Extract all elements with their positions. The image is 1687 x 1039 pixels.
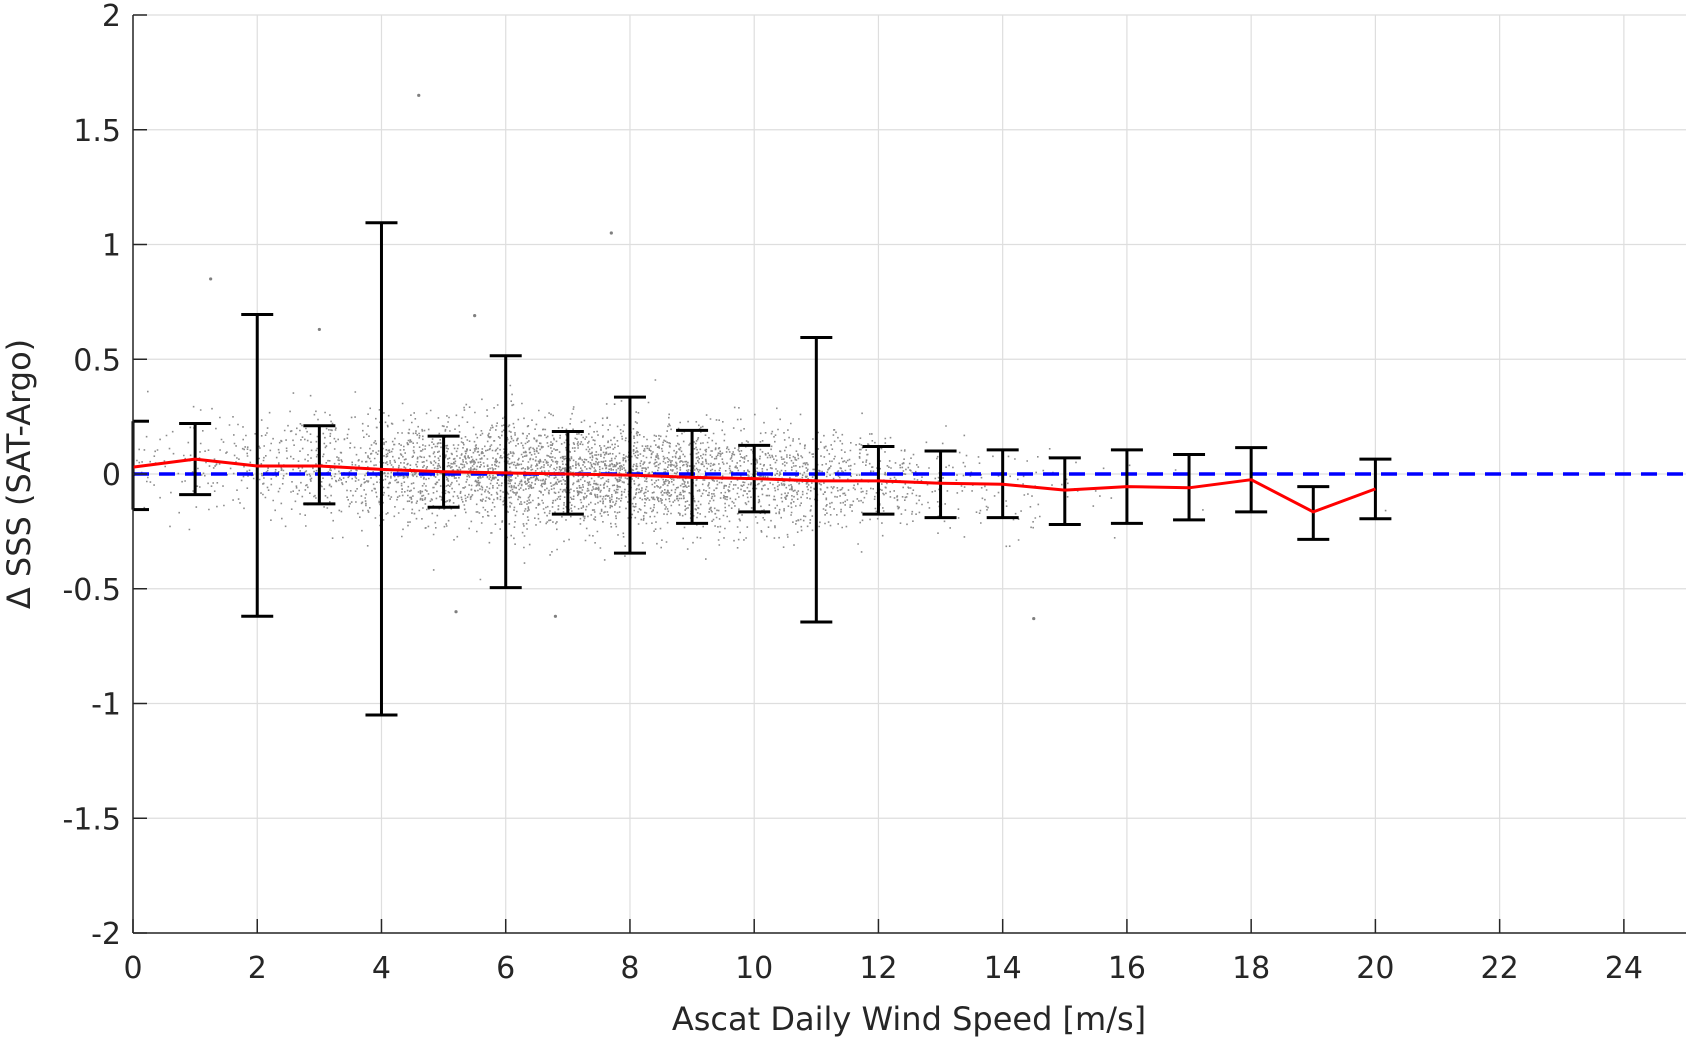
scatter-point [454, 610, 458, 614]
x-tick-label: 18 [1232, 951, 1270, 986]
y-tick-labels: -2 -1.5 -1 -0.5 0 0.5 1 1.5 2 [62, 0, 121, 952]
y-tick-label: -0.5 [62, 573, 121, 608]
x-tick-label: 24 [1605, 951, 1643, 986]
y-tick-label: 0.5 [73, 343, 121, 378]
y-tick-label: -2 [91, 917, 121, 952]
x-tick-label: 22 [1481, 951, 1519, 986]
scatter-point [209, 277, 213, 281]
mean-line [132, 457, 1376, 514]
y-tick-label: -1.5 [62, 802, 121, 837]
x-tick-label: 0 [123, 951, 142, 986]
x-tick-label: 4 [372, 951, 391, 986]
x-tick-label: 12 [859, 951, 897, 986]
scatter-point [317, 327, 321, 332]
scatter-point [1032, 616, 1036, 621]
y-tick-label: 1 [102, 229, 121, 264]
y-tick-label: 2 [102, 0, 121, 34]
scatter-point [473, 314, 477, 318]
scatter-point [417, 93, 421, 97]
y-axis-title: Δ SSS (SAT-Argo) [0, 339, 38, 609]
x-tick-label: 2 [248, 951, 267, 986]
x-tick-label: 20 [1356, 951, 1394, 986]
y-tick-label: -1 [91, 688, 121, 723]
x-tick-label: 10 [735, 951, 773, 986]
x-tick-labels: 0 2 4 6 8 10 12 14 16 18 20 22 24 [123, 951, 1643, 986]
x-axis-title: Ascat Daily Wind Speed [m/s] [672, 1000, 1146, 1038]
y-tick-label: 0 [102, 458, 121, 493]
x-tick-label: 16 [1108, 951, 1146, 986]
axes [132, 14, 1686, 934]
x-tick-label: 8 [620, 951, 639, 986]
scatter-points [136, 93, 1387, 621]
x-tick-label: 6 [496, 951, 515, 986]
mean-line-path [132, 457, 1376, 514]
y-tick-label: 1.5 [73, 114, 121, 149]
scatter-point-cloud [136, 379, 1387, 581]
scatter-point [553, 614, 558, 618]
x-tick-label: 14 [984, 951, 1022, 986]
scatter-point [609, 231, 613, 235]
